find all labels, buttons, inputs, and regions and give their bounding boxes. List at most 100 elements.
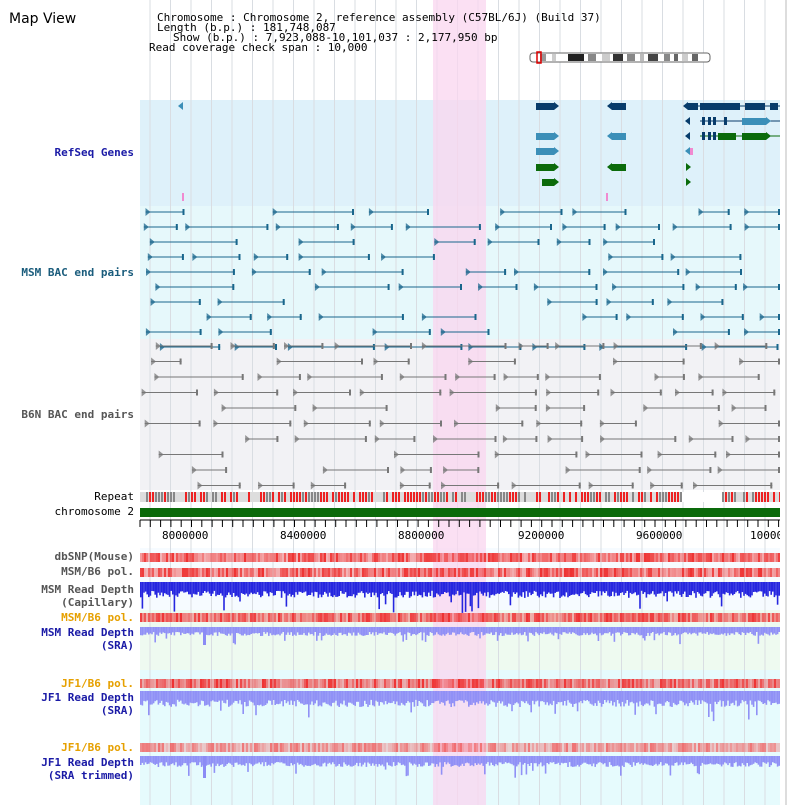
read-depth-bar [280, 691, 283, 702]
read-depth-bar [264, 582, 267, 592]
polymorphism-cell [654, 613, 656, 622]
read-depth-bar [636, 691, 638, 703]
polymorphism-cell [768, 553, 770, 562]
b6n-bac-track[interactable] [141, 342, 780, 490]
polymorphism-cell [438, 613, 440, 622]
read-depth-bar [525, 756, 528, 775]
read-depth-bar [415, 756, 417, 765]
polymorphism-cell [374, 743, 376, 752]
repeat-track-label[interactable]: Repeat [94, 490, 134, 503]
polymorphism-cell [596, 568, 598, 577]
read-depth-bar [287, 582, 289, 596]
chromosome-track-label[interactable]: chromosome 2 [55, 505, 134, 518]
polymorphism-cell [636, 568, 638, 577]
read-depth-bar [524, 756, 526, 763]
polymorphism-cell [364, 613, 366, 622]
polymorphism-cell [240, 553, 242, 562]
read-depth-bar [421, 627, 424, 641]
polymorphism-cell [632, 568, 634, 577]
polymorphism-cell [510, 553, 512, 562]
polymorphism-cell [158, 679, 160, 688]
polymorphism-cell [284, 743, 286, 752]
polymorphism-cell [526, 743, 528, 752]
msm-depth-sra-label[interactable]: MSM Read Depth [41, 626, 134, 639]
read-depth-bar [247, 691, 249, 707]
polymorphism-cell [236, 568, 238, 577]
repeat-track[interactable] [140, 492, 781, 502]
selected-region-highlight[interactable] [433, 0, 486, 805]
read-depth-tracks[interactable] [140, 582, 780, 778]
polymorphism-cell [548, 679, 550, 688]
polymorphism-cell [288, 553, 290, 562]
polymorphism-cell [676, 743, 678, 752]
read-depth-bar [231, 691, 233, 705]
b6n-bac-track-label[interactable]: B6N BAC end pairs [21, 408, 134, 421]
read-depth-bar [759, 582, 761, 592]
repeat-element [479, 492, 481, 502]
read-depth-bar [640, 582, 643, 591]
b6n-bac-end-marker [650, 481, 656, 490]
polymorphism-cell [632, 743, 634, 752]
polymorphism-cell [520, 553, 522, 562]
msm-bac-end-marker [465, 268, 471, 276]
jf1-b6-pol-trimmed-track-label[interactable]: JF1/B6 pol. [61, 741, 134, 754]
polymorphism-cell [162, 679, 164, 688]
polymorphism-cell [644, 553, 646, 562]
chromosome-track[interactable] [140, 508, 780, 517]
b6n-bac-end-marker [698, 373, 704, 381]
polymorphism-cell [570, 568, 572, 577]
dbsnp-track-label[interactable]: dbSNP(Mouse) [55, 550, 134, 563]
polymorphism-cell [400, 679, 402, 688]
b6n-bac-end-marker [433, 435, 438, 443]
repeat-element [512, 492, 514, 502]
refseq-genes-track[interactable] [178, 102, 780, 201]
jf1-depth-trimmed-label[interactable]: JF1 Read Depth [41, 756, 134, 769]
repeat-element [278, 492, 280, 502]
polymorphism-cell [554, 568, 556, 577]
msm-b6-pol-sra-track-label[interactable]: MSM/B6 pol. [61, 611, 134, 624]
read-depth-bar [536, 756, 539, 767]
msm-depth-capillary-label[interactable]: MSM Read Depth [41, 583, 134, 596]
polymorphism-cell [256, 743, 258, 752]
read-depth-bar [418, 627, 420, 633]
read-depth-bar [700, 627, 702, 633]
jf1-depth-sra-label[interactable]: JF1 Read Depth [41, 691, 134, 704]
right-scrollbar-edge[interactable] [780, 0, 800, 805]
read-depth-bar [343, 582, 345, 594]
polymorphism-cell [142, 743, 144, 752]
read-depth-bar [448, 582, 451, 597]
polymorphism-cell [232, 553, 234, 562]
polymorphism-cell [718, 553, 720, 562]
polymorphism-cell [184, 553, 186, 562]
polymorphism-cell [392, 613, 394, 622]
read-depth-bar [463, 691, 465, 703]
read-depth-bar [740, 756, 742, 767]
read-depth-bar [208, 582, 211, 594]
chromosome-ideogram[interactable] [529, 51, 711, 64]
polymorphism-cell [712, 743, 714, 752]
polymorphism-heatmaps[interactable] [140, 553, 780, 752]
polymorphism-cell [220, 553, 222, 562]
refseq-track-label[interactable]: RefSeq Genes [55, 146, 134, 159]
msm-bac-track-label[interactable]: MSM BAC end pairs [21, 266, 134, 279]
read-depth-bar [485, 756, 488, 764]
jf1-b6-pol-track-label[interactable]: JF1/B6 pol. [61, 677, 134, 690]
msm-b6-pol-track-label[interactable]: MSM/B6 pol. [61, 565, 134, 578]
repeat-element [680, 492, 682, 502]
read-depth-bar [573, 691, 576, 704]
read-depth-bar [514, 582, 516, 594]
read-depth-bar [372, 691, 374, 706]
read-depth-bar [613, 691, 616, 703]
polymorphism-cell [274, 743, 276, 752]
b6n-bac-end-marker [581, 436, 584, 442]
polymorphism-cell [244, 568, 246, 577]
read-depth-bar [268, 582, 270, 597]
polymorphism-cell [464, 613, 466, 622]
polymorphism-cell [666, 553, 668, 562]
msm-bac-track[interactable] [143, 208, 780, 351]
read-depth-bar [239, 627, 241, 635]
repeat-element [734, 492, 736, 502]
read-depth-bar [330, 691, 332, 707]
read-depth-bar [677, 691, 680, 705]
